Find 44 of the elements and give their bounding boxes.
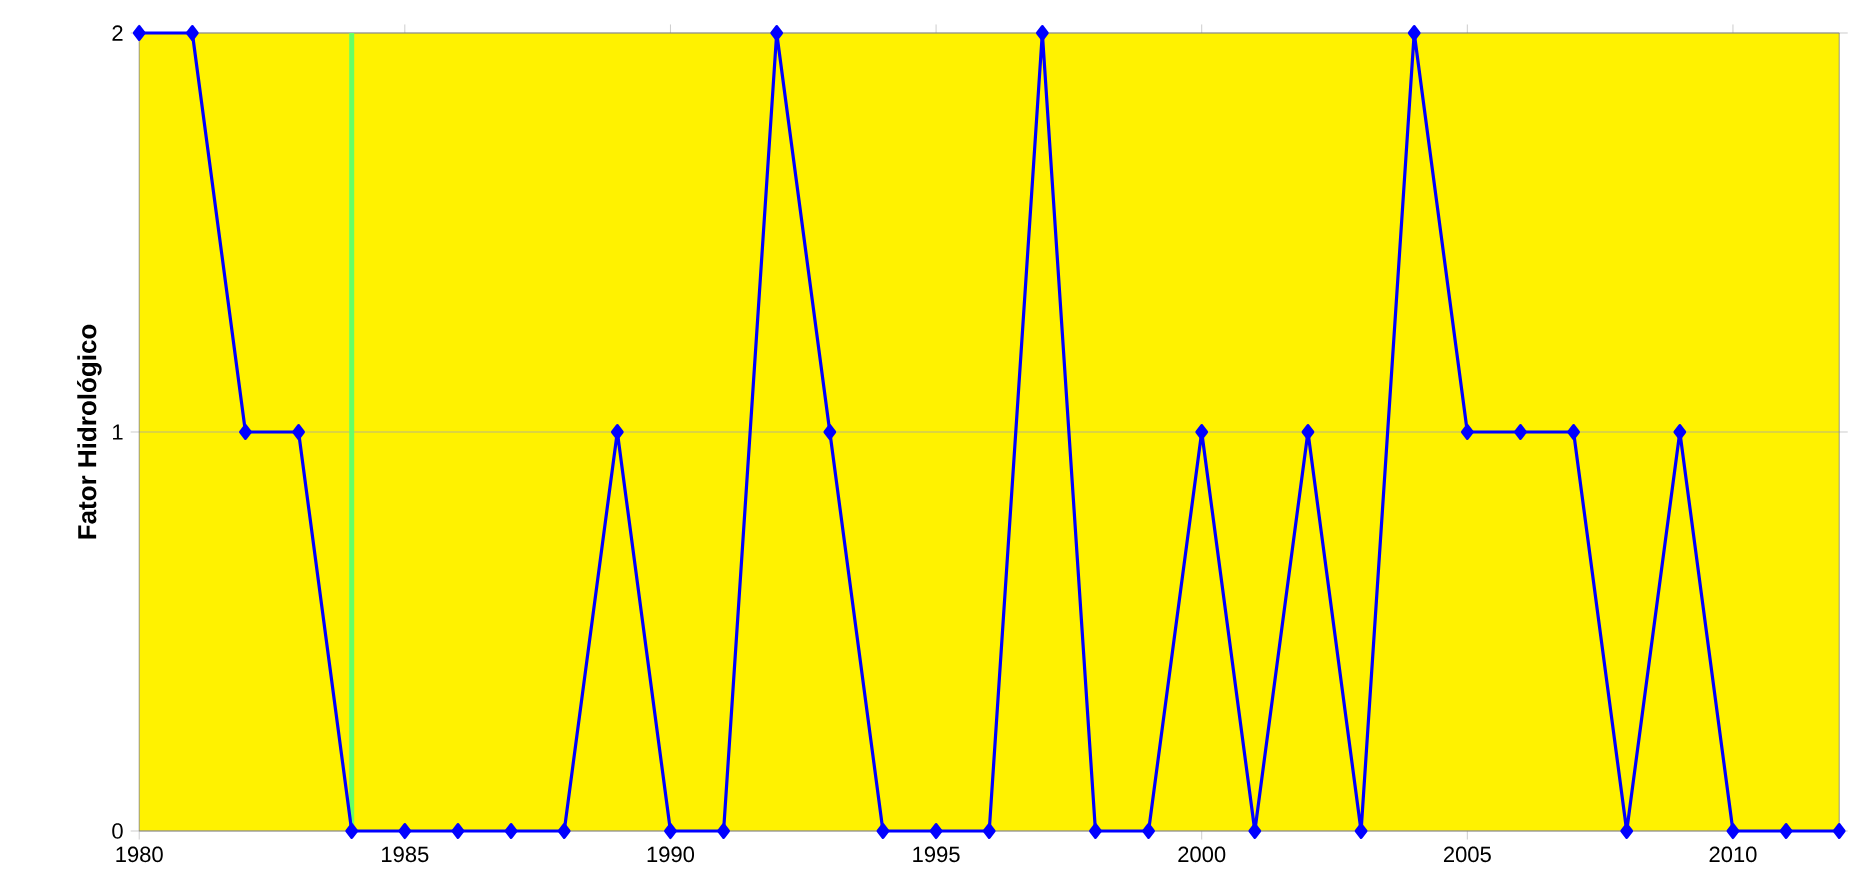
point — [1567, 424, 1580, 441]
x-tick-label: 1980 — [116, 846, 163, 863]
point — [132, 25, 146, 42]
y-tick-label: 0 — [112, 823, 123, 839]
point — [185, 25, 199, 42]
x-tick-label: 1985 — [382, 846, 429, 863]
point — [1301, 424, 1315, 441]
point — [1832, 823, 1846, 840]
x-tick-label: 2010 — [1709, 846, 1757, 863]
point — [239, 424, 252, 441]
x-tick-label: 1990 — [647, 846, 695, 863]
y-tick-label: 2 — [112, 25, 123, 41]
point — [451, 823, 465, 840]
point — [398, 823, 412, 840]
point — [664, 823, 677, 840]
y-tick-label: 1 — [113, 424, 123, 440]
point — [1248, 823, 1262, 840]
point — [292, 424, 305, 441]
point — [1089, 823, 1102, 840]
point — [770, 25, 784, 42]
point — [717, 823, 730, 840]
point — [1726, 823, 1740, 840]
point — [345, 823, 359, 840]
point — [1460, 424, 1474, 441]
point — [1779, 823, 1793, 840]
point — [1514, 424, 1527, 441]
point — [876, 823, 890, 840]
point — [557, 823, 571, 840]
point — [1035, 25, 1049, 42]
point — [1142, 823, 1155, 840]
point — [1195, 424, 1209, 441]
point — [929, 823, 943, 840]
y-axis-title: Fator Hidrológico — [77, 324, 102, 539]
point — [1407, 25, 1421, 42]
x-tick-label: 1995 — [913, 846, 960, 863]
point — [982, 823, 996, 840]
point — [504, 823, 518, 840]
x-tick-label: 2005 — [1443, 846, 1491, 863]
point — [823, 424, 837, 441]
point — [1354, 823, 1368, 840]
point — [1673, 424, 1687, 441]
point — [610, 424, 624, 441]
point — [1620, 823, 1634, 840]
x-tick-label: 2000 — [1178, 846, 1226, 863]
